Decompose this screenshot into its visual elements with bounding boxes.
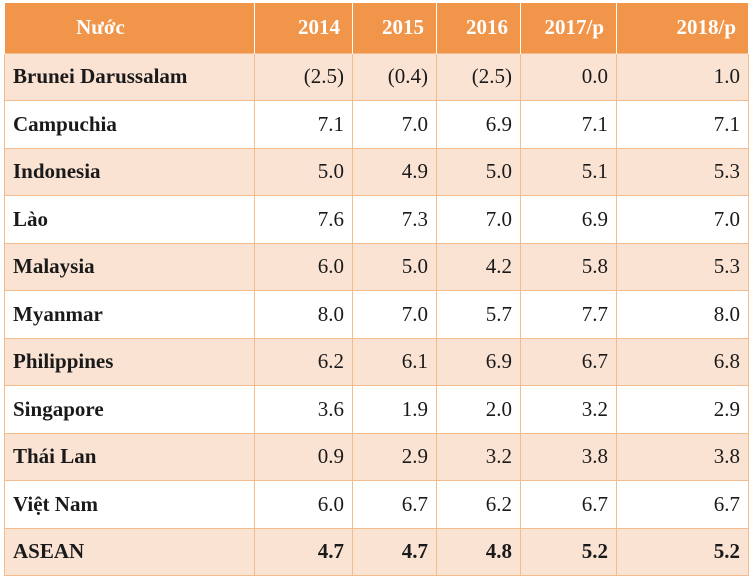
value-cell: 6.1 <box>352 337 437 386</box>
value-cell: (2.5) <box>254 52 353 101</box>
table-row: Việt Nam 6.0 6.7 6.2 6.7 6.7 <box>4 480 749 529</box>
value-cell: 5.0 <box>436 147 521 196</box>
country-cell: Việt Nam <box>4 480 255 529</box>
value-cell: 0.0 <box>520 52 617 101</box>
value-cell: 2.9 <box>616 385 749 434</box>
value-cell: 7.1 <box>520 100 617 149</box>
value-cell: 6.7 <box>520 480 617 529</box>
header-year-2016: 2016 <box>436 3 521 53</box>
value-cell: 6.0 <box>254 480 353 529</box>
value-cell: 7.0 <box>436 195 521 244</box>
value-cell: 7.0 <box>352 100 437 149</box>
value-cell: 5.0 <box>352 242 437 291</box>
value-cell: 1.9 <box>352 385 437 434</box>
value-cell: 5.2 <box>616 527 749 576</box>
value-cell: 2.0 <box>436 385 521 434</box>
table-row: Indonesia 5.0 4.9 5.0 5.1 5.3 <box>4 147 749 196</box>
value-cell: 4.2 <box>436 242 521 291</box>
value-cell: 7.7 <box>520 290 617 339</box>
value-cell: 7.1 <box>254 100 353 149</box>
value-cell: 3.2 <box>436 432 521 481</box>
table-row: Myanmar 8.0 7.0 5.7 7.7 8.0 <box>4 290 749 339</box>
value-cell: 4.9 <box>352 147 437 196</box>
value-cell: 6.7 <box>616 480 749 529</box>
value-cell: 6.9 <box>436 337 521 386</box>
value-cell: (2.5) <box>436 52 521 101</box>
value-cell: 7.0 <box>352 290 437 339</box>
country-cell: Philippines <box>4 337 255 386</box>
header-year-2014: 2014 <box>254 3 353 53</box>
country-cell: Indonesia <box>4 147 255 196</box>
table-row: Lào 7.6 7.3 7.0 6.9 7.0 <box>4 195 749 244</box>
header-year-2015: 2015 <box>352 3 437 53</box>
table-row: Thái Lan 0.9 2.9 3.2 3.8 3.8 <box>4 432 749 481</box>
value-cell: 6.8 <box>616 337 749 386</box>
country-cell: Campuchia <box>4 100 255 149</box>
value-cell: 0.9 <box>254 432 353 481</box>
country-cell: Brunei Darussalam <box>4 52 255 101</box>
value-cell: 5.0 <box>254 147 353 196</box>
value-cell: 2.9 <box>352 432 437 481</box>
value-cell: 4.8 <box>436 527 521 576</box>
value-cell: 5.3 <box>616 242 749 291</box>
header-year-2018p: 2018/p <box>616 3 749 53</box>
table-row: Singapore 3.6 1.9 2.0 3.2 2.9 <box>4 385 749 434</box>
value-cell: 6.9 <box>520 195 617 244</box>
total-row: ASEAN 4.7 4.7 4.8 5.2 5.2 <box>4 527 749 576</box>
value-cell: 8.0 <box>254 290 353 339</box>
country-cell: Thái Lan <box>4 432 255 481</box>
value-cell: 7.1 <box>616 100 749 149</box>
value-cell: 4.7 <box>254 527 353 576</box>
value-cell: 3.6 <box>254 385 353 434</box>
country-cell: Singapore <box>4 385 255 434</box>
country-cell: Malaysia <box>4 242 255 291</box>
value-cell: 3.2 <box>520 385 617 434</box>
country-cell: ASEAN <box>4 527 255 576</box>
value-cell: 8.0 <box>616 290 749 339</box>
value-cell: 4.7 <box>352 527 437 576</box>
value-cell: 5.7 <box>436 290 521 339</box>
value-cell: 6.9 <box>436 100 521 149</box>
table-row: Philippines 6.2 6.1 6.9 6.7 6.8 <box>4 337 749 386</box>
value-cell: 5.1 <box>520 147 617 196</box>
header-year-2017p: 2017/p <box>520 3 617 53</box>
value-cell: 7.3 <box>352 195 437 244</box>
value-cell: 5.2 <box>520 527 617 576</box>
header-row: Nước 2014 2015 2016 2017/p 2018/p <box>4 3 749 53</box>
gdp-growth-table: Nước 2014 2015 2016 2017/p 2018/p Brunei… <box>4 3 749 576</box>
value-cell: 3.8 <box>616 432 749 481</box>
value-cell: 6.2 <box>254 337 353 386</box>
table-row: Malaysia 6.0 5.0 4.2 5.8 5.3 <box>4 242 749 291</box>
value-cell: 5.8 <box>520 242 617 291</box>
country-cell: Myanmar <box>4 290 255 339</box>
table-row: Campuchia 7.1 7.0 6.9 7.1 7.1 <box>4 100 749 149</box>
header-country: Nước <box>4 3 255 53</box>
value-cell: 6.7 <box>520 337 617 386</box>
table-row: Brunei Darussalam (2.5) (0.4) (2.5) 0.0 … <box>4 52 749 101</box>
value-cell: 7.6 <box>254 195 353 244</box>
value-cell: 6.0 <box>254 242 353 291</box>
value-cell: 5.3 <box>616 147 749 196</box>
value-cell: 1.0 <box>616 52 749 101</box>
value-cell: 6.2 <box>436 480 521 529</box>
country-cell: Lào <box>4 195 255 244</box>
value-cell: 6.7 <box>352 480 437 529</box>
value-cell: 3.8 <box>520 432 617 481</box>
value-cell: (0.4) <box>352 52 437 101</box>
value-cell: 7.0 <box>616 195 749 244</box>
